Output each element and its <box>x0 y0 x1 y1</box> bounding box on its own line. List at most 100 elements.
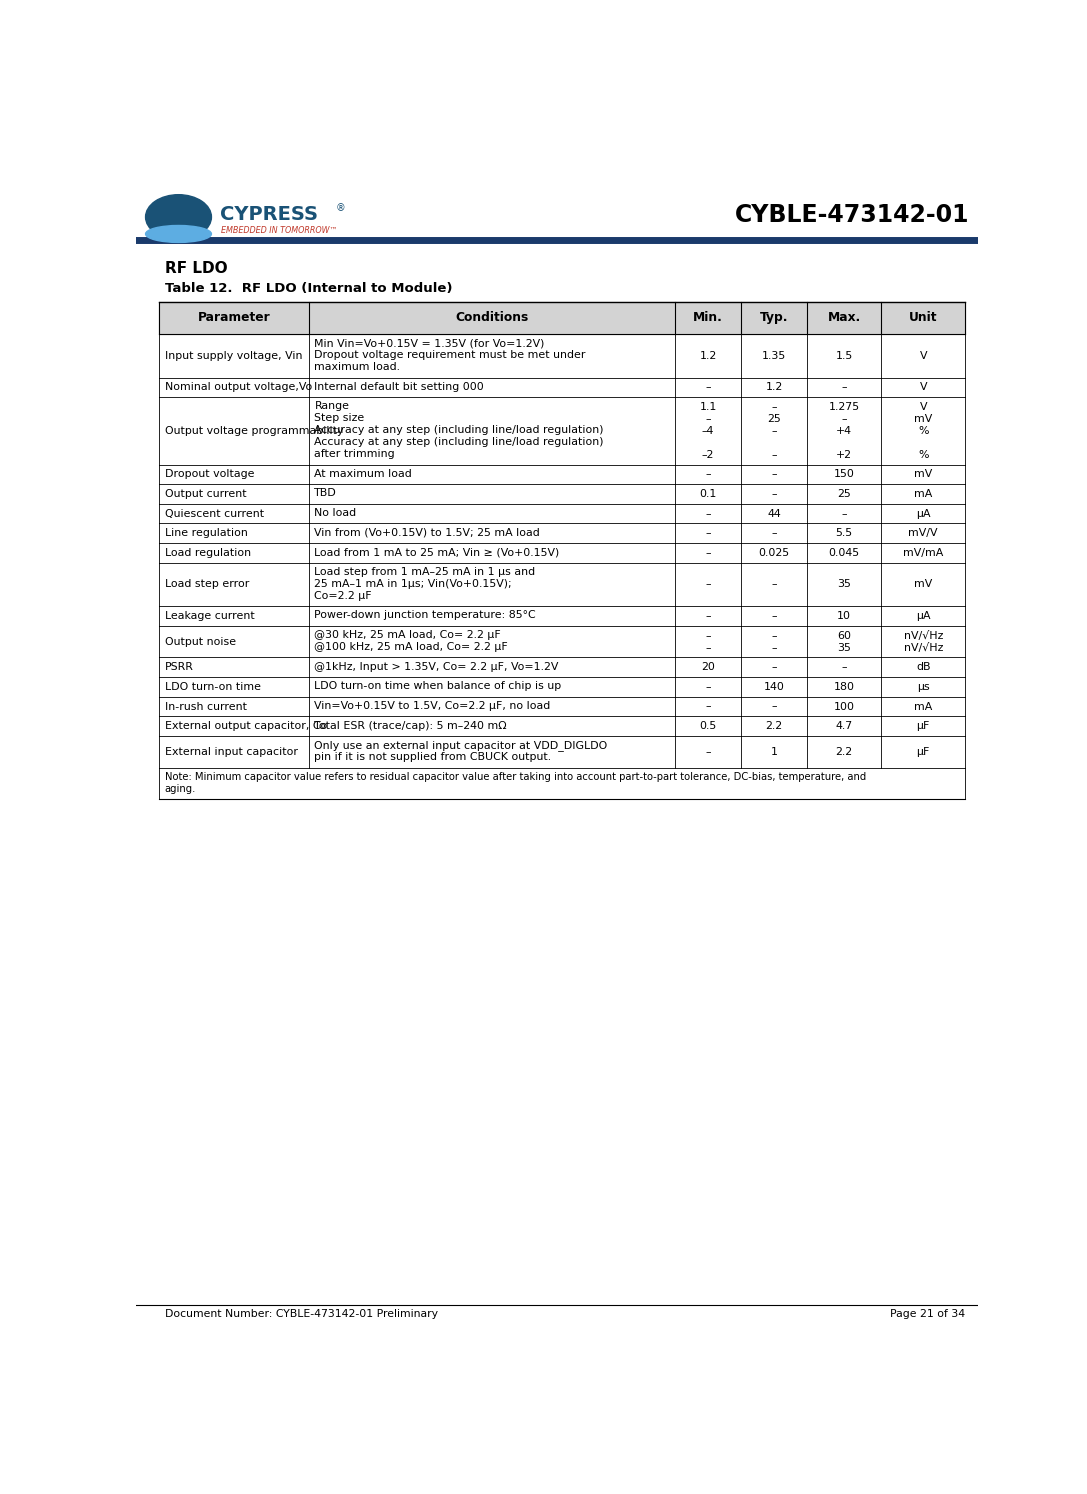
Text: mA: mA <box>914 489 933 499</box>
Text: mV/V: mV/V <box>909 529 938 538</box>
Text: Range: Range <box>314 402 349 411</box>
Text: 100: 100 <box>834 702 854 711</box>
Text: 140: 140 <box>764 681 785 692</box>
Text: RF LDO: RF LDO <box>165 261 228 276</box>
Text: TBD: TBD <box>314 489 337 499</box>
Text: 1.1: 1.1 <box>699 402 716 412</box>
Text: Document Number: CYBLE-473142-01 Preliminary: Document Number: CYBLE-473142-01 Prelimi… <box>165 1309 438 1319</box>
Text: CYPRESS: CYPRESS <box>220 205 317 224</box>
Text: At maximum load: At maximum load <box>314 469 412 478</box>
Text: 4.7: 4.7 <box>836 722 853 731</box>
Text: Accuracy at any step (including line/load regulation): Accuracy at any step (including line/loa… <box>314 438 604 447</box>
Text: Step size: Step size <box>314 414 365 423</box>
Text: –: – <box>705 414 711 424</box>
Text: Output current: Output current <box>164 489 246 499</box>
Text: Output voltage programmability: Output voltage programmability <box>164 426 343 436</box>
Bar <box>159 378 965 397</box>
Text: EMBEDDED IN TOMORROW™: EMBEDDED IN TOMORROW™ <box>221 226 338 235</box>
Bar <box>159 696 965 716</box>
Text: μF: μF <box>916 722 929 731</box>
Text: 2.2: 2.2 <box>765 722 783 731</box>
Text: 0.045: 0.045 <box>828 548 860 557</box>
Text: Load step from 1 mA–25 mA in 1 μs and: Load step from 1 mA–25 mA in 1 μs and <box>314 568 536 577</box>
Text: –: – <box>705 548 711 557</box>
Text: 0.5: 0.5 <box>699 722 716 731</box>
Text: 60: 60 <box>837 630 851 641</box>
Text: +4: +4 <box>836 426 852 436</box>
Text: 2.2: 2.2 <box>836 747 853 757</box>
Text: V: V <box>920 382 927 393</box>
Text: –: – <box>705 580 711 590</box>
Text: Note: Minimum capacitor value refers to residual capacitor value after taking in: Note: Minimum capacitor value refers to … <box>164 772 866 781</box>
Text: Output noise: Output noise <box>164 636 236 647</box>
Text: nV/√Hz: nV/√Hz <box>903 630 942 641</box>
Text: In-rush current: In-rush current <box>164 702 247 711</box>
Text: Total ESR (trace/cap): 5 m–240 mΩ: Total ESR (trace/cap): 5 m–240 mΩ <box>314 720 508 731</box>
Bar <box>159 503 965 523</box>
Text: mV: mV <box>914 414 933 424</box>
Text: Internal default bit setting 000: Internal default bit setting 000 <box>314 382 484 391</box>
Text: Vin from (Vo+0.15V) to 1.5V; 25 mA load: Vin from (Vo+0.15V) to 1.5V; 25 mA load <box>314 527 540 538</box>
Text: 1: 1 <box>771 747 777 757</box>
Text: %: % <box>917 450 928 460</box>
Text: Parameter: Parameter <box>198 311 271 324</box>
Text: –: – <box>705 469 711 480</box>
Text: 0.025: 0.025 <box>759 548 789 557</box>
Text: –: – <box>841 382 847 393</box>
Bar <box>159 677 965 696</box>
Text: Conditions: Conditions <box>455 311 528 324</box>
Ellipse shape <box>146 194 212 239</box>
Text: –: – <box>772 489 777 499</box>
Text: 1.5: 1.5 <box>836 351 853 362</box>
Text: –: – <box>705 630 711 641</box>
Text: mV: mV <box>914 469 933 480</box>
Text: Vin=Vo+0.15V to 1.5V, Co=2.2 μF, no load: Vin=Vo+0.15V to 1.5V, Co=2.2 μF, no load <box>314 701 551 711</box>
Text: dB: dB <box>916 662 930 672</box>
Text: Nominal output voltage,Vo: Nominal output voltage,Vo <box>164 382 312 393</box>
Bar <box>159 465 965 484</box>
Text: V: V <box>920 351 927 362</box>
Text: 35: 35 <box>837 580 851 590</box>
Text: Unit: Unit <box>909 311 937 324</box>
Text: 44: 44 <box>767 508 780 518</box>
Text: Leakage current: Leakage current <box>164 611 254 622</box>
Text: V: V <box>920 402 927 412</box>
Text: μA: μA <box>916 611 930 622</box>
Text: Input supply voltage, Vin: Input supply voltage, Vin <box>164 351 302 362</box>
Text: @30 kHz, 25 mA load, Co= 2.2 μF: @30 kHz, 25 mA load, Co= 2.2 μF <box>314 630 501 639</box>
Text: –: – <box>772 426 777 436</box>
Text: Load regulation: Load regulation <box>164 548 251 557</box>
Text: 35: 35 <box>837 642 851 653</box>
Text: –: – <box>705 747 711 757</box>
Text: –: – <box>772 662 777 672</box>
Text: –: – <box>772 642 777 653</box>
Text: Line regulation: Line regulation <box>164 529 248 538</box>
Text: 5.5: 5.5 <box>836 529 853 538</box>
Bar <box>159 563 965 607</box>
Text: Table 12.  RF LDO (Internal to Module): Table 12. RF LDO (Internal to Module) <box>165 282 453 296</box>
Text: –: – <box>705 529 711 538</box>
Text: –: – <box>772 450 777 460</box>
Text: External input capacitor: External input capacitor <box>164 747 298 757</box>
Text: –: – <box>772 402 777 412</box>
Text: Quiescent current: Quiescent current <box>164 508 264 518</box>
Text: –: – <box>772 611 777 622</box>
Text: nV/√Hz: nV/√Hz <box>903 642 942 653</box>
Text: 1.275: 1.275 <box>828 402 860 412</box>
Bar <box>159 302 965 335</box>
Bar <box>159 716 965 737</box>
Text: Dropout voltage: Dropout voltage <box>164 469 254 480</box>
Text: ®: ® <box>336 203 346 214</box>
Text: mA: mA <box>914 702 933 711</box>
Text: –: – <box>772 580 777 590</box>
Text: Only use an external input capacitor at VDD_DIGLDO: Only use an external input capacitor at … <box>314 740 608 751</box>
Text: PSRR: PSRR <box>164 662 193 672</box>
Text: Typ.: Typ. <box>760 311 788 324</box>
Text: LDO turn-on time when balance of chip is up: LDO turn-on time when balance of chip is… <box>314 681 562 692</box>
Text: 20: 20 <box>701 662 715 672</box>
Text: @100 kHz, 25 mA load, Co= 2.2 μF: @100 kHz, 25 mA load, Co= 2.2 μF <box>314 642 509 651</box>
Text: 25 mA–1 mA in 1μs; Vin(Vo+0.15V);: 25 mA–1 mA in 1μs; Vin(Vo+0.15V); <box>314 578 512 589</box>
Text: External output capacitor, Co: External output capacitor, Co <box>164 722 327 731</box>
Text: –4: –4 <box>702 426 714 436</box>
Bar <box>159 397 965 465</box>
